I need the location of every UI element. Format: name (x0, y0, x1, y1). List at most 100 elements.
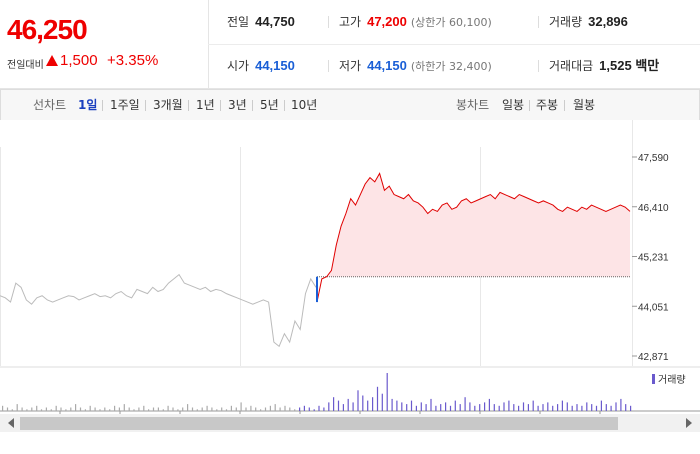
volume-bar (284, 405, 286, 411)
volume-bar (362, 395, 364, 411)
high-label: 고가 (339, 15, 362, 29)
tab-1day[interactable]: 1일 (78, 98, 98, 112)
volume-bar (464, 397, 466, 411)
volume-bar (498, 405, 500, 411)
high-value: 47,200 (367, 14, 407, 29)
tab-3years[interactable]: 3년 (228, 98, 247, 112)
volume-bar (187, 404, 189, 411)
volume-bar (201, 407, 203, 411)
tab-3months[interactable]: 3개월 (153, 98, 183, 112)
divider (220, 100, 221, 111)
volume-bar (264, 407, 267, 411)
divider (284, 100, 285, 111)
volume-bar (6, 407, 9, 411)
volume-bar (109, 409, 111, 411)
volume-bar (138, 407, 140, 411)
volume-bar (323, 407, 325, 411)
vol-legend-label: 거래량 (658, 374, 686, 386)
prev-close-cell: 전일 44,750 (227, 0, 295, 44)
high-cell: 고가 47,200 (상한가 60,100) (339, 0, 492, 44)
tab-1year[interactable]: 1년 (196, 98, 215, 112)
tab-10years[interactable]: 10년 (291, 98, 318, 112)
period-tab-bar: 선차트 1일 1주일 3개월 1년 3년 5년 10년 봉차트 일봉 주봉 월봉 (0, 89, 700, 121)
up-triangle-icon (46, 55, 58, 66)
scroll-right-arrow-icon[interactable] (686, 418, 692, 428)
volume-bar (537, 405, 539, 411)
horizontal-scrollbar[interactable] (0, 414, 700, 432)
tab-5years[interactable]: 5년 (260, 98, 279, 112)
volume-bar (177, 409, 179, 411)
volume-bar (352, 402, 354, 411)
volume-bar (522, 402, 525, 411)
volume-bar (518, 405, 520, 411)
volume-bar (31, 407, 33, 411)
tab-1week[interactable]: 1주일 (110, 98, 140, 112)
volume-bar (493, 404, 495, 411)
volume-bar (162, 409, 164, 411)
divider (564, 100, 565, 111)
volume-bar (406, 404, 408, 411)
volume-bar (2, 405, 4, 411)
volume-bar (591, 404, 593, 411)
volume-bar (328, 402, 330, 411)
tab-monthly-candle[interactable]: 월봉 (573, 98, 596, 112)
divider (328, 16, 329, 28)
volume-bar (615, 402, 617, 411)
volume-bar (143, 405, 145, 411)
volume-bar (566, 402, 568, 411)
volume-bar (488, 398, 490, 411)
volume-bar (221, 407, 223, 411)
volume-bar (333, 397, 335, 411)
prev-day-line (0, 273, 317, 348)
volume-bar (211, 407, 213, 411)
volume-bar (337, 400, 340, 411)
price-change: 1,500 (60, 52, 98, 69)
volume-bar (230, 405, 232, 411)
quote-panel: 46,250 전일대비 1,500 +3.35% 전일 44,750 고가 47,2… (0, 0, 700, 89)
volume-bar (182, 407, 184, 411)
lower-limit: (하한가 32,400) (410, 60, 492, 73)
volume-bar (148, 409, 150, 411)
volume-bar (16, 404, 18, 411)
volume-bar (157, 407, 159, 411)
volume-bar (381, 393, 383, 411)
amount-cell: 거래대금 1,525 백만 (549, 44, 659, 88)
volume-bar (610, 405, 612, 411)
volume-bar (99, 409, 101, 411)
volume-bar (114, 405, 116, 411)
tab-daily-candle[interactable]: 일봉 (502, 98, 525, 112)
volume-bar (152, 407, 155, 411)
open-label: 시가 (227, 59, 250, 73)
volume-bar (459, 404, 461, 411)
volume-bar (474, 405, 476, 411)
tab-weekly-candle[interactable]: 주봉 (536, 98, 559, 112)
divider (538, 60, 539, 72)
volume-bar (235, 407, 237, 411)
volume-bar (547, 402, 549, 411)
divider (145, 100, 146, 111)
volume-bar (289, 407, 291, 411)
low-value: 44,150 (367, 58, 407, 73)
volume-bar (342, 404, 344, 411)
price-change-percent: +3.35% (107, 52, 159, 69)
volume-bar (347, 398, 349, 411)
line-chart-label: 선차트 (33, 98, 67, 112)
volume-bar (630, 405, 632, 411)
scroll-left-arrow-icon[interactable] (8, 418, 14, 428)
volume-bar (196, 409, 198, 411)
volume-bar (123, 404, 125, 411)
volume-bar (11, 409, 13, 411)
scrollbar-thumb[interactable] (20, 417, 618, 430)
volume-bar (50, 409, 52, 411)
volume-bar (225, 409, 228, 411)
volume-bar (94, 407, 96, 411)
volume-bar (216, 409, 218, 411)
y-tick-label: 47,590 (638, 153, 669, 164)
divider (538, 16, 539, 28)
divider (102, 100, 103, 111)
volume-bar (561, 400, 563, 411)
volume-bar (586, 402, 588, 411)
volume-bar (552, 405, 554, 411)
open-value: 44,150 (255, 58, 295, 73)
volume-bar (513, 404, 515, 411)
